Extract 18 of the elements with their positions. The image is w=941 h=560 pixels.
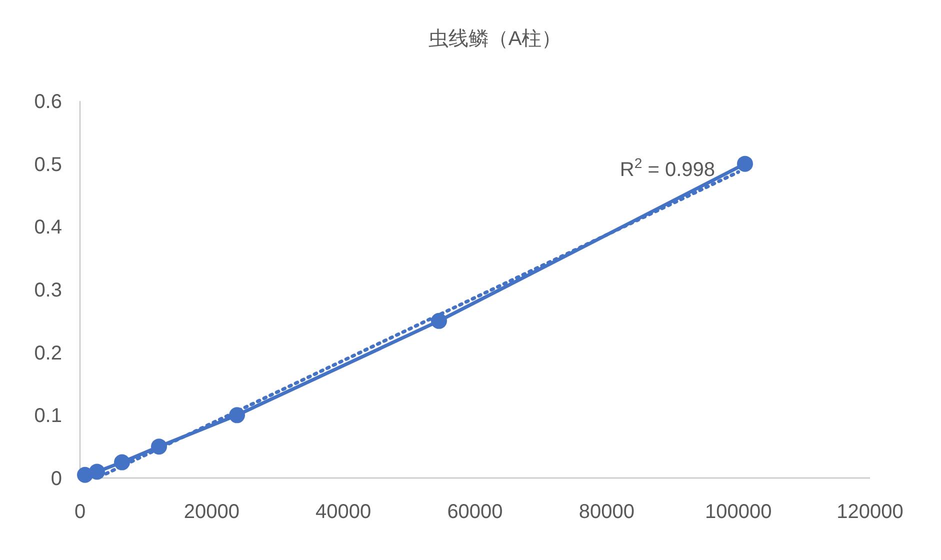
x-tick-label: 100000 bbox=[704, 501, 772, 523]
y-tick-label: 0.2 bbox=[34, 342, 62, 364]
y-tick-label: 0 bbox=[50, 468, 62, 490]
x-tick-label: 20000 bbox=[184, 501, 240, 523]
y-tick-label: 0.3 bbox=[34, 280, 62, 302]
chart-title: 虫线鳞（A柱） bbox=[428, 28, 562, 50]
x-tick-label: 0 bbox=[74, 501, 86, 523]
x-tick-label: 60000 bbox=[447, 501, 503, 523]
x-tick-label: 40000 bbox=[316, 501, 372, 523]
y-tick-label: 0.6 bbox=[34, 91, 62, 113]
point bbox=[88, 464, 105, 480]
point bbox=[736, 156, 753, 172]
annotation: R$^{2}$ = 0.998 bbox=[620, 155, 715, 181]
x-tick-label: 80000 bbox=[578, 501, 634, 523]
y-tick-label: 0.4 bbox=[34, 216, 62, 239]
y-tick-label: 0.5 bbox=[34, 154, 62, 176]
y-tick-label: 0.1 bbox=[34, 405, 62, 428]
x-tick-label: 120000 bbox=[836, 501, 904, 523]
